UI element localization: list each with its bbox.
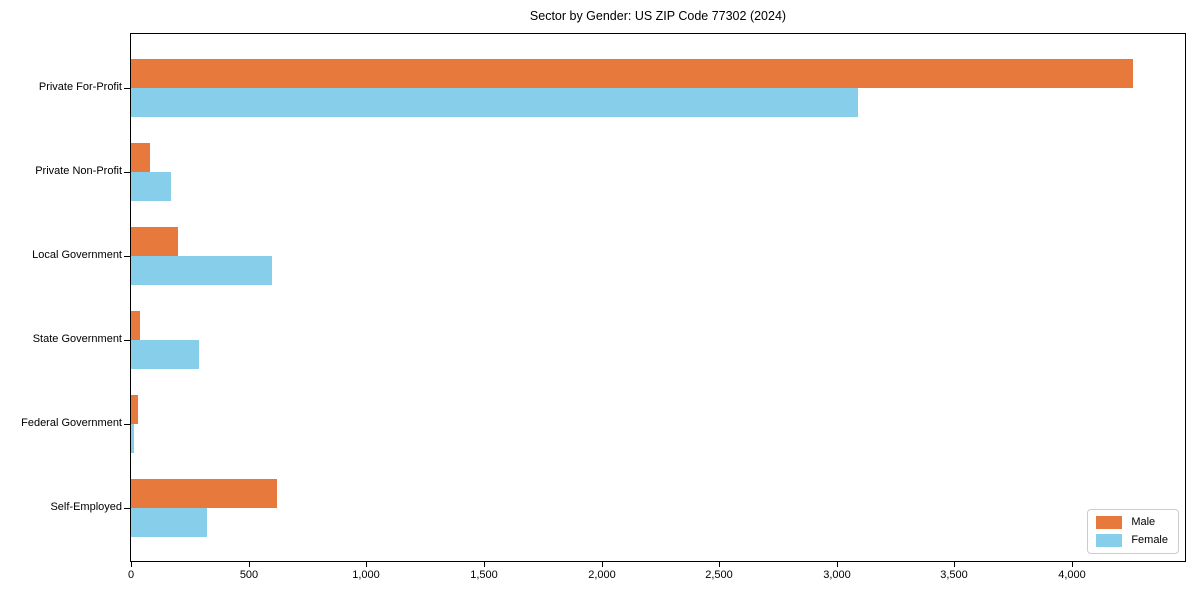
bar-male-local-government: [131, 227, 179, 256]
x-tick: [954, 562, 955, 567]
male-legend-label: Male: [1131, 516, 1156, 528]
y-axis-label: State Government: [32, 333, 122, 345]
bar-female-state-government: [131, 340, 200, 369]
x-axis-label: 0: [127, 569, 135, 581]
bar-male-private-non-profit: [131, 143, 150, 172]
x-axis-label: 3,000: [823, 569, 851, 581]
bar-female-local-government: [131, 256, 273, 285]
y-axis-label: Private For-Profit: [38, 81, 122, 93]
bar-female-private-for-profit: [131, 88, 858, 117]
y-axis-label: Local Government: [32, 249, 122, 261]
x-tick: [249, 562, 250, 567]
x-axis-label: 500: [239, 569, 259, 581]
bar-male-state-government: [131, 311, 141, 340]
legend: Male Female: [1087, 509, 1179, 554]
chart-title: Sector by Gender: US ZIP Code 77302 (202…: [529, 9, 787, 23]
x-axis-label: 2,000: [588, 569, 616, 581]
bar-female-private-non-profit: [131, 172, 171, 201]
y-tick: [124, 172, 130, 173]
x-tick: [131, 562, 132, 567]
y-axis-label: Self-Employed: [50, 501, 122, 513]
female-legend-swatch: [1096, 534, 1123, 547]
x-axis-label: 1,500: [470, 569, 498, 581]
x-axis-label: 1,000: [352, 569, 380, 581]
x-tick: [484, 562, 485, 567]
y-tick: [124, 340, 130, 341]
x-tick: [837, 562, 838, 567]
bar-male-self-employed: [131, 479, 277, 508]
x-tick: [1072, 562, 1073, 567]
y-tick: [124, 256, 130, 257]
y-axis-label: Federal Government: [21, 417, 122, 429]
x-axis-label: 3,500: [940, 569, 968, 581]
bar-male-private-for-profit: [131, 59, 1134, 88]
legend-item-female: Female: [1096, 534, 1168, 547]
bar-male-federal-government: [131, 395, 139, 424]
x-tick: [719, 562, 720, 567]
y-tick: [124, 88, 130, 89]
bar-female-self-employed: [131, 508, 208, 537]
male-legend-swatch: [1096, 516, 1123, 529]
x-tick: [602, 562, 603, 567]
bar-female-federal-government: [131, 424, 134, 453]
y-tick: [124, 508, 130, 509]
y-tick: [124, 424, 130, 425]
plot-area: Male Female: [130, 33, 1186, 562]
x-axis-label: 4,000: [1058, 569, 1086, 581]
female-legend-label: Female: [1131, 534, 1168, 546]
x-tick: [366, 562, 367, 567]
x-axis-label: 2,500: [705, 569, 733, 581]
legend-item-male: Male: [1096, 516, 1168, 529]
y-axis-label: Private Non-Profit: [35, 165, 122, 177]
